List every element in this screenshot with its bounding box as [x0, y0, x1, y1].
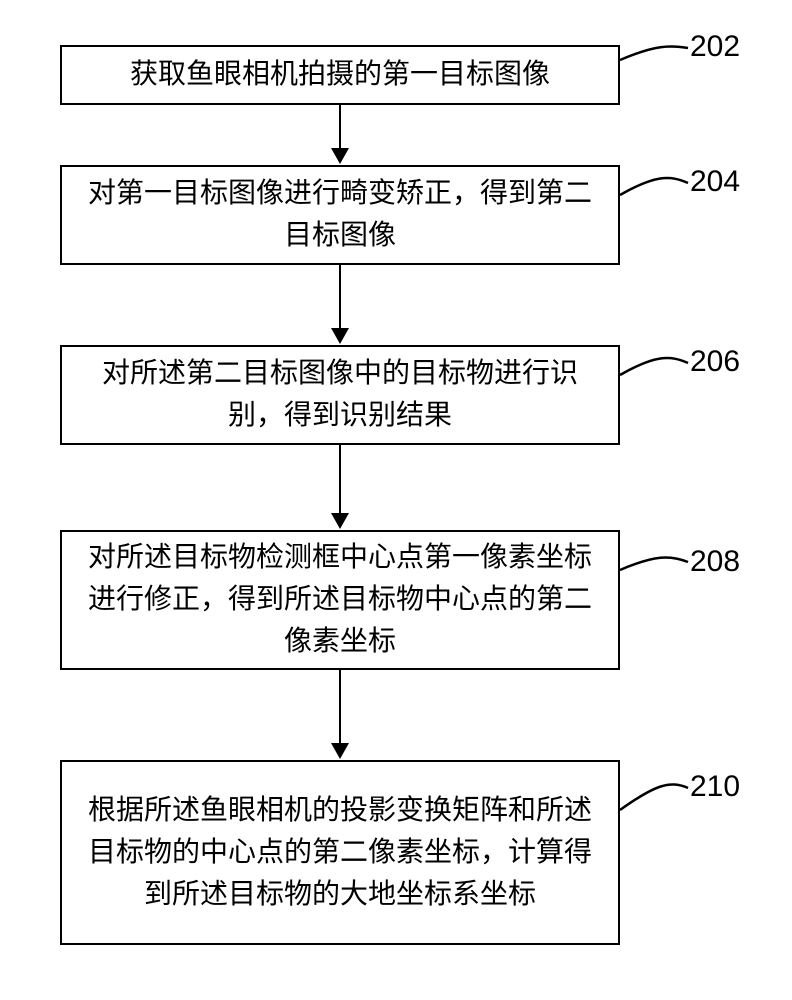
node-label-204: 204 [690, 165, 740, 199]
flowchart-node-210: 根据所述鱼眼相机的投影变换矩阵和所述目标物的中心点的第二像素坐标，计算得到所述目… [60, 760, 620, 945]
node-text: 获取鱼眼相机拍摄的第一目标图像 [82, 54, 598, 96]
node-label-208: 208 [690, 545, 740, 579]
node-text: 对所述目标物检测框中心点第一像素坐标进行修正，得到所述目标物中心点的第二像素坐标 [82, 537, 598, 663]
arrow-n206-n208 [331, 445, 349, 529]
arrow-n204-n206 [331, 265, 349, 344]
flowchart-node-202: 获取鱼眼相机拍摄的第一目标图像 [60, 45, 620, 105]
arrow-n208-n210 [331, 670, 349, 759]
flowchart-node-204: 对第一目标图像进行畸变矫正，得到第二目标图像 [60, 165, 620, 265]
node-label-210: 210 [690, 770, 740, 804]
node-text: 根据所述鱼眼相机的投影变换矩阵和所述目标物的中心点的第二像素坐标，计算得到所述目… [82, 790, 598, 916]
flowchart-node-208: 对所述目标物检测框中心点第一像素坐标进行修正，得到所述目标物中心点的第二像素坐标 [60, 530, 620, 670]
arrow-n202-n204 [331, 105, 349, 164]
node-label-202: 202 [690, 30, 740, 64]
flowchart-node-206: 对所述第二目标图像中的目标物进行识别，得到识别结果 [60, 345, 620, 445]
node-text: 对第一目标图像进行畸变矫正，得到第二目标图像 [82, 173, 598, 257]
node-text: 对所述第二目标图像中的目标物进行识别，得到识别结果 [82, 353, 598, 437]
node-label-206: 206 [690, 345, 740, 379]
